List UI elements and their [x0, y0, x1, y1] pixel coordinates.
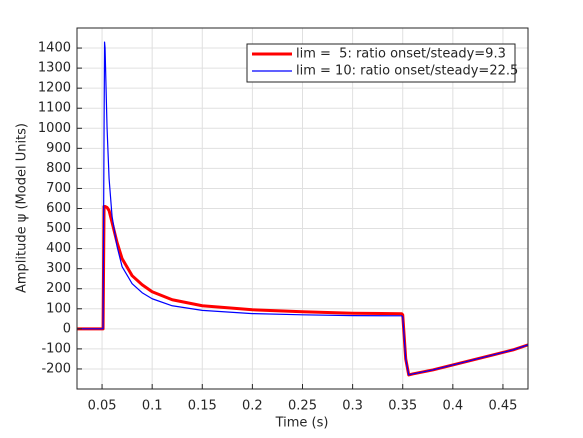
grid — [77, 28, 528, 389]
y-tick-label: 1300 — [38, 61, 71, 76]
y-tick-label: 1400 — [38, 41, 71, 56]
legend: lim = 5: ratio onset/steady=9.3 lim = 10:… — [246, 43, 518, 83]
series-line — [77, 41, 529, 376]
y-tick-label: 600 — [46, 201, 71, 216]
x-tick-label: 0.3 — [342, 399, 363, 414]
plot-lines — [77, 41, 529, 377]
x-tick-label: 0.4 — [442, 399, 463, 414]
y-tick-label: 1000 — [38, 121, 71, 136]
y-tick-label: 800 — [46, 161, 71, 176]
legend-label: lim = 5: ratio onset/steady=9.3 — [296, 47, 506, 62]
x-tick-label: 0.25 — [288, 399, 317, 414]
y-tick-label: 300 — [46, 261, 71, 276]
y-tick-label: 400 — [46, 241, 71, 256]
y-tick-label: 500 — [46, 221, 71, 236]
x-tick-label: 0.05 — [88, 399, 117, 414]
legend-label: lim = 10: ratio onset/steady=22.5 — [296, 64, 518, 79]
y-tick-label: 1100 — [38, 101, 71, 116]
y-tick-label: 1200 — [38, 81, 71, 96]
y-tick-label: 200 — [46, 281, 71, 296]
x-tick-label: 0.1 — [142, 399, 163, 414]
y-tick-label: 100 — [46, 301, 71, 316]
x-tick-label: 0.35 — [388, 399, 417, 414]
y-tick-label: -200 — [41, 361, 71, 376]
x-tick-label: 0.45 — [488, 399, 517, 414]
x-axis-label: Time (s) — [275, 416, 329, 431]
y-tick-label: 0 — [63, 321, 71, 336]
x-tick-label: 0.15 — [188, 399, 217, 414]
x-tick-label: 0.2 — [242, 399, 263, 414]
y-tick-label: -100 — [41, 341, 71, 356]
y-tick-label: 700 — [46, 181, 71, 196]
y-axis-label: Amplitude ψ (Model Units) — [15, 123, 30, 293]
y-tick-label: 900 — [46, 141, 71, 156]
legend-box — [246, 43, 516, 83]
